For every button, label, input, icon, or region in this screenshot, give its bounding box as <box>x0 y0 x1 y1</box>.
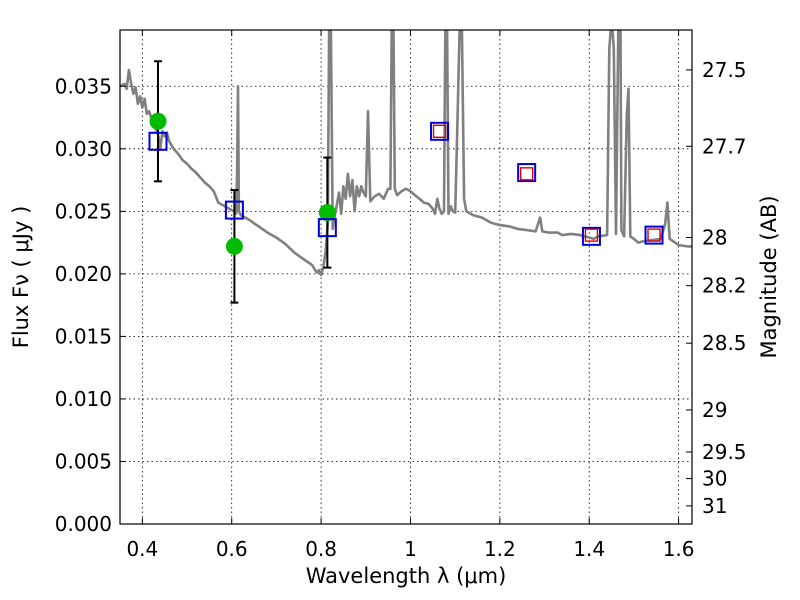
model-square-red <box>647 228 661 242</box>
model-square-blue <box>430 121 450 141</box>
y-tick-label: 0.030 <box>55 137 112 161</box>
x-tick-label: 0.6 <box>216 537 248 561</box>
y-tick-label: 0.010 <box>55 387 112 411</box>
y-axis-title: Flux Fν ( μJy ) <box>9 206 33 349</box>
plot-background <box>120 30 692 524</box>
y-tick-label: 0.005 <box>55 449 112 473</box>
y2-tick-label: 29 <box>702 398 727 422</box>
y-tick-label: 0.020 <box>55 262 112 286</box>
model-square-blue <box>317 218 337 238</box>
model-square-blue <box>644 225 664 245</box>
observed-point <box>149 112 167 130</box>
model-square-blue <box>224 200 244 220</box>
y2-tick-label: 28.5 <box>702 331 747 355</box>
observed-point <box>318 204 336 222</box>
model-square-blue <box>517 163 537 183</box>
model-square-red <box>432 124 447 139</box>
x-tick-label: 1.2 <box>484 537 516 561</box>
model-spectrum-layer <box>120 30 692 277</box>
observed-point <box>225 237 243 255</box>
y-tick-label: 0.025 <box>55 199 112 223</box>
y2-axis-title: Magnitude (AB) <box>757 195 781 358</box>
model-square-red <box>519 167 534 181</box>
photometry-layer <box>148 60 664 304</box>
y2-tick-label: 30 <box>702 467 727 491</box>
x-tick-label: 1.4 <box>573 537 605 561</box>
model-square-blue <box>581 226 601 246</box>
x-tick-label: 0.8 <box>305 537 337 561</box>
axis-ticks: 0.4 0.6 0.8 1 1.2 1.4 1.6 0.000 0.005 0.010 0.015 0… <box>55 30 747 561</box>
model-square-red <box>584 228 599 242</box>
y-tick-label: 0.000 <box>55 512 112 536</box>
y-tick-label: 0.015 <box>55 324 112 348</box>
model-square-blue <box>148 131 168 151</box>
x-axis-title: Wavelength λ (μm) <box>306 564 507 588</box>
x-tick-label: 1.6 <box>663 537 695 561</box>
plot-frame <box>119 29 693 525</box>
x-tick-label: 1 <box>404 537 417 561</box>
y2-tick-label: 29.5 <box>702 440 747 464</box>
y2-tick-label: 28 <box>702 225 727 249</box>
y2-tick-label: 28.2 <box>702 274 747 298</box>
y2-tick-label: 27.7 <box>702 134 747 158</box>
y2-tick-label: 31 <box>702 494 727 518</box>
y2-tick-label: 27.5 <box>702 58 747 82</box>
x-tick-label: 0.4 <box>126 537 158 561</box>
y-tick-label: 0.035 <box>55 74 112 98</box>
model-spectrum-line <box>120 30 692 277</box>
